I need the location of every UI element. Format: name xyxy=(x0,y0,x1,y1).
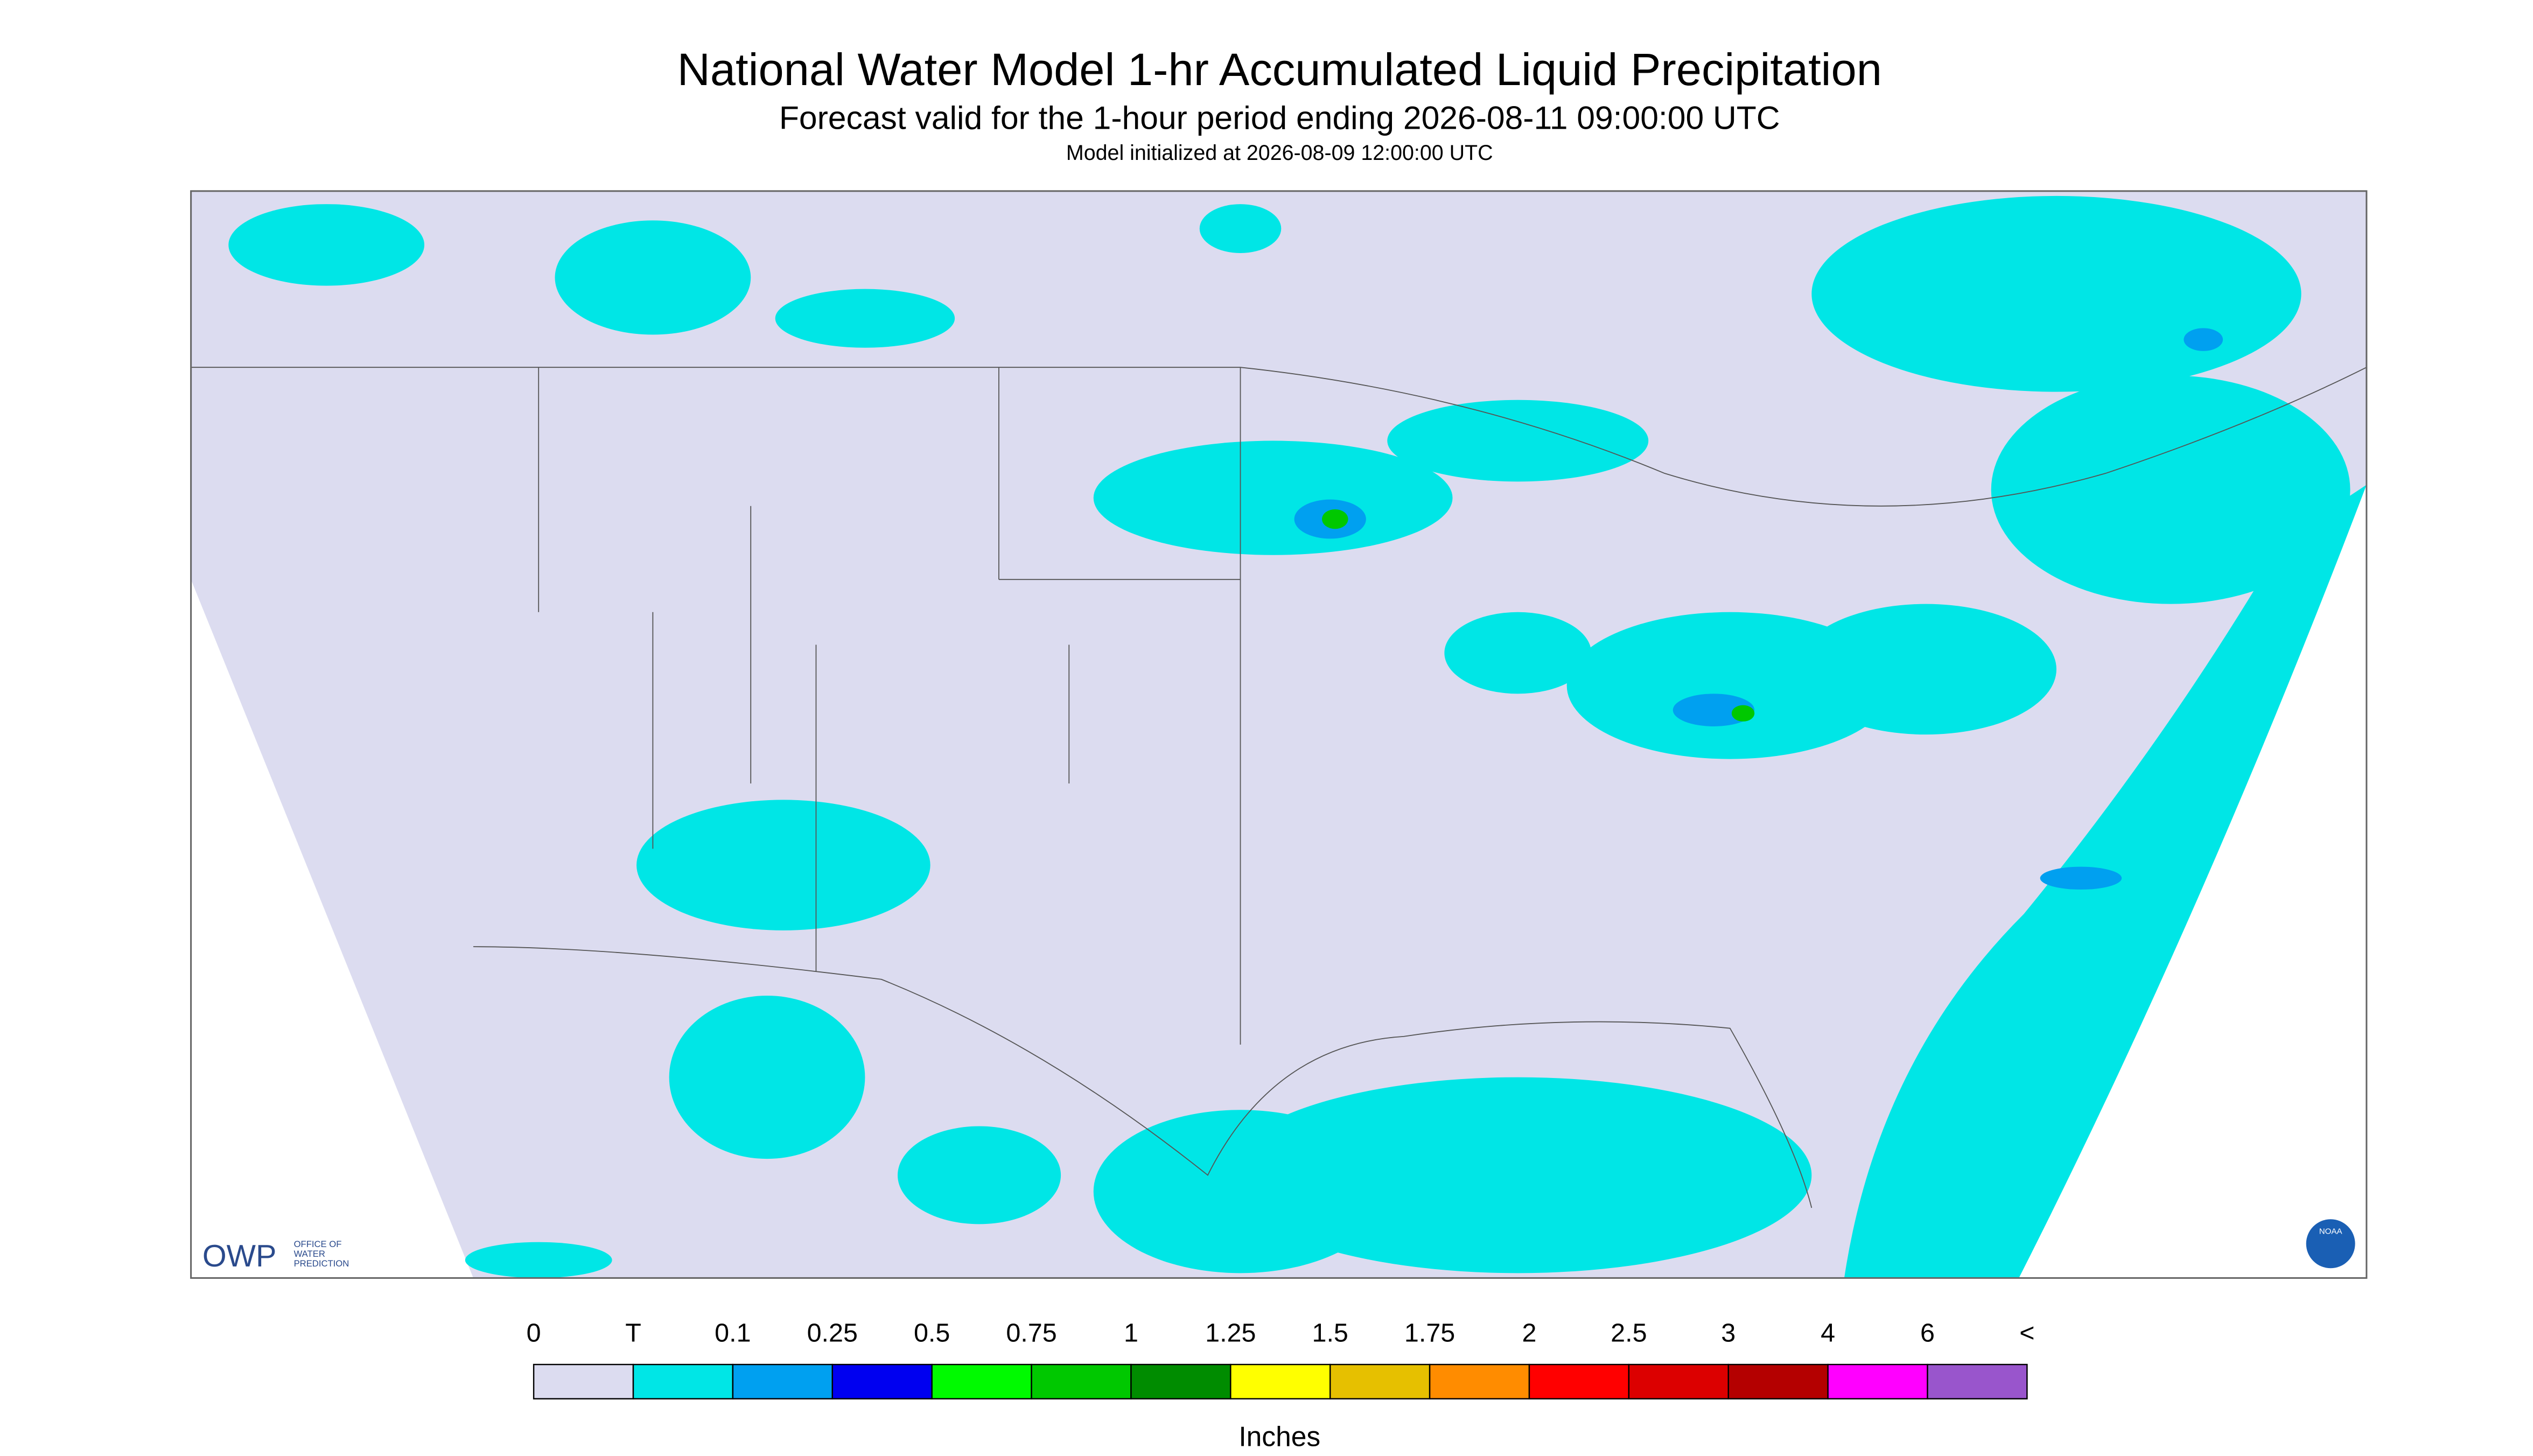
legend-label: 1.5 xyxy=(1312,1319,1348,1348)
precip-area xyxy=(1093,440,1453,555)
legend-label: 0.25 xyxy=(807,1319,858,1348)
owp-name-line: WATER xyxy=(294,1249,325,1259)
precip-area xyxy=(1444,612,1592,694)
boundaries xyxy=(191,367,2367,1208)
precip-area xyxy=(1811,195,2301,392)
legend-swatch xyxy=(1230,1363,1331,1399)
owp-name: OFFICE OF WATER PREDICTION xyxy=(294,1239,349,1269)
precip-area xyxy=(636,800,930,930)
subtitle: Forecast valid for the 1-hour period end… xyxy=(779,100,1780,136)
border-line xyxy=(191,367,2367,507)
noaa-logo xyxy=(2306,1219,2355,1269)
legend-swatch xyxy=(1130,1363,1231,1399)
precip-area xyxy=(1199,204,1282,253)
precip-area xyxy=(1795,604,2056,735)
legend-swatch xyxy=(1429,1363,1530,1399)
legend-label: 1.75 xyxy=(1404,1319,1455,1348)
owp-logo: OWP xyxy=(202,1239,277,1273)
precip-area xyxy=(555,220,751,335)
legend-swatch xyxy=(1927,1363,2028,1399)
legend-swatch xyxy=(1628,1363,1729,1399)
precip-core xyxy=(1731,705,1755,722)
precip-core xyxy=(2184,328,2223,351)
legend-label: 1.25 xyxy=(1205,1319,1256,1348)
legend-label: 4 xyxy=(1821,1319,1835,1348)
map: OWP OFFICE OF WATER PREDICTION NOAA xyxy=(190,190,2368,1279)
owp-name-line: OFFICE OF xyxy=(294,1239,342,1249)
legend-swatch xyxy=(1329,1363,1431,1399)
legend-swatch xyxy=(1528,1363,1630,1399)
legend-label: 6 xyxy=(1920,1319,1935,1348)
legend-swatch xyxy=(533,1363,634,1399)
legend-label: < xyxy=(2019,1319,2034,1348)
precip-area xyxy=(775,289,955,348)
title: National Water Model 1-hr Accumulated Li… xyxy=(677,44,1882,95)
noaa-logo-text: NOAA xyxy=(2319,1227,2343,1236)
legend-units: Inches xyxy=(1238,1421,1320,1452)
init-time: Model initialized at 2026-08-09 12:00:00… xyxy=(1066,141,1493,165)
legend-label: 0.1 xyxy=(715,1319,751,1348)
precip-area xyxy=(669,996,865,1159)
legend: 0 T 0.1 0.25 0.5 0.75 1 1.25 1.5 1.75 2 2.5 3 4 6 < xyxy=(527,1319,2035,1399)
border-line xyxy=(473,946,1813,1208)
legend-swatch xyxy=(1827,1363,1928,1399)
legend-swatch xyxy=(1727,1363,1829,1399)
precip-area xyxy=(1093,1110,1388,1273)
precip-area xyxy=(1991,375,2350,604)
precip-core xyxy=(2040,866,2122,890)
precip-core xyxy=(1322,509,1348,529)
legend-label: 3 xyxy=(1721,1319,1736,1348)
legend-label: 2.5 xyxy=(1611,1319,1647,1348)
legend-swatch xyxy=(1031,1363,1132,1399)
map-frame xyxy=(190,190,2368,1279)
legend-swatch xyxy=(732,1363,833,1399)
precip-area xyxy=(1387,400,1649,482)
precip-areas xyxy=(228,195,2367,1278)
precip-area xyxy=(898,1126,1061,1224)
legend-swatch xyxy=(831,1363,933,1399)
legend-label: 2 xyxy=(1522,1319,1536,1348)
legend-label: T xyxy=(625,1319,641,1348)
precip-area xyxy=(228,204,425,286)
legend-swatch xyxy=(632,1363,734,1399)
legend-label: 0.75 xyxy=(1006,1319,1056,1348)
precip-area xyxy=(465,1242,612,1278)
legend-label: 0 xyxy=(527,1319,541,1348)
legend-swatch xyxy=(931,1363,1032,1399)
legend-label: 1 xyxy=(1124,1319,1138,1348)
state-line xyxy=(538,367,1241,1045)
legend-label: 0.5 xyxy=(914,1319,950,1348)
owp-name-line: PREDICTION xyxy=(294,1258,349,1269)
